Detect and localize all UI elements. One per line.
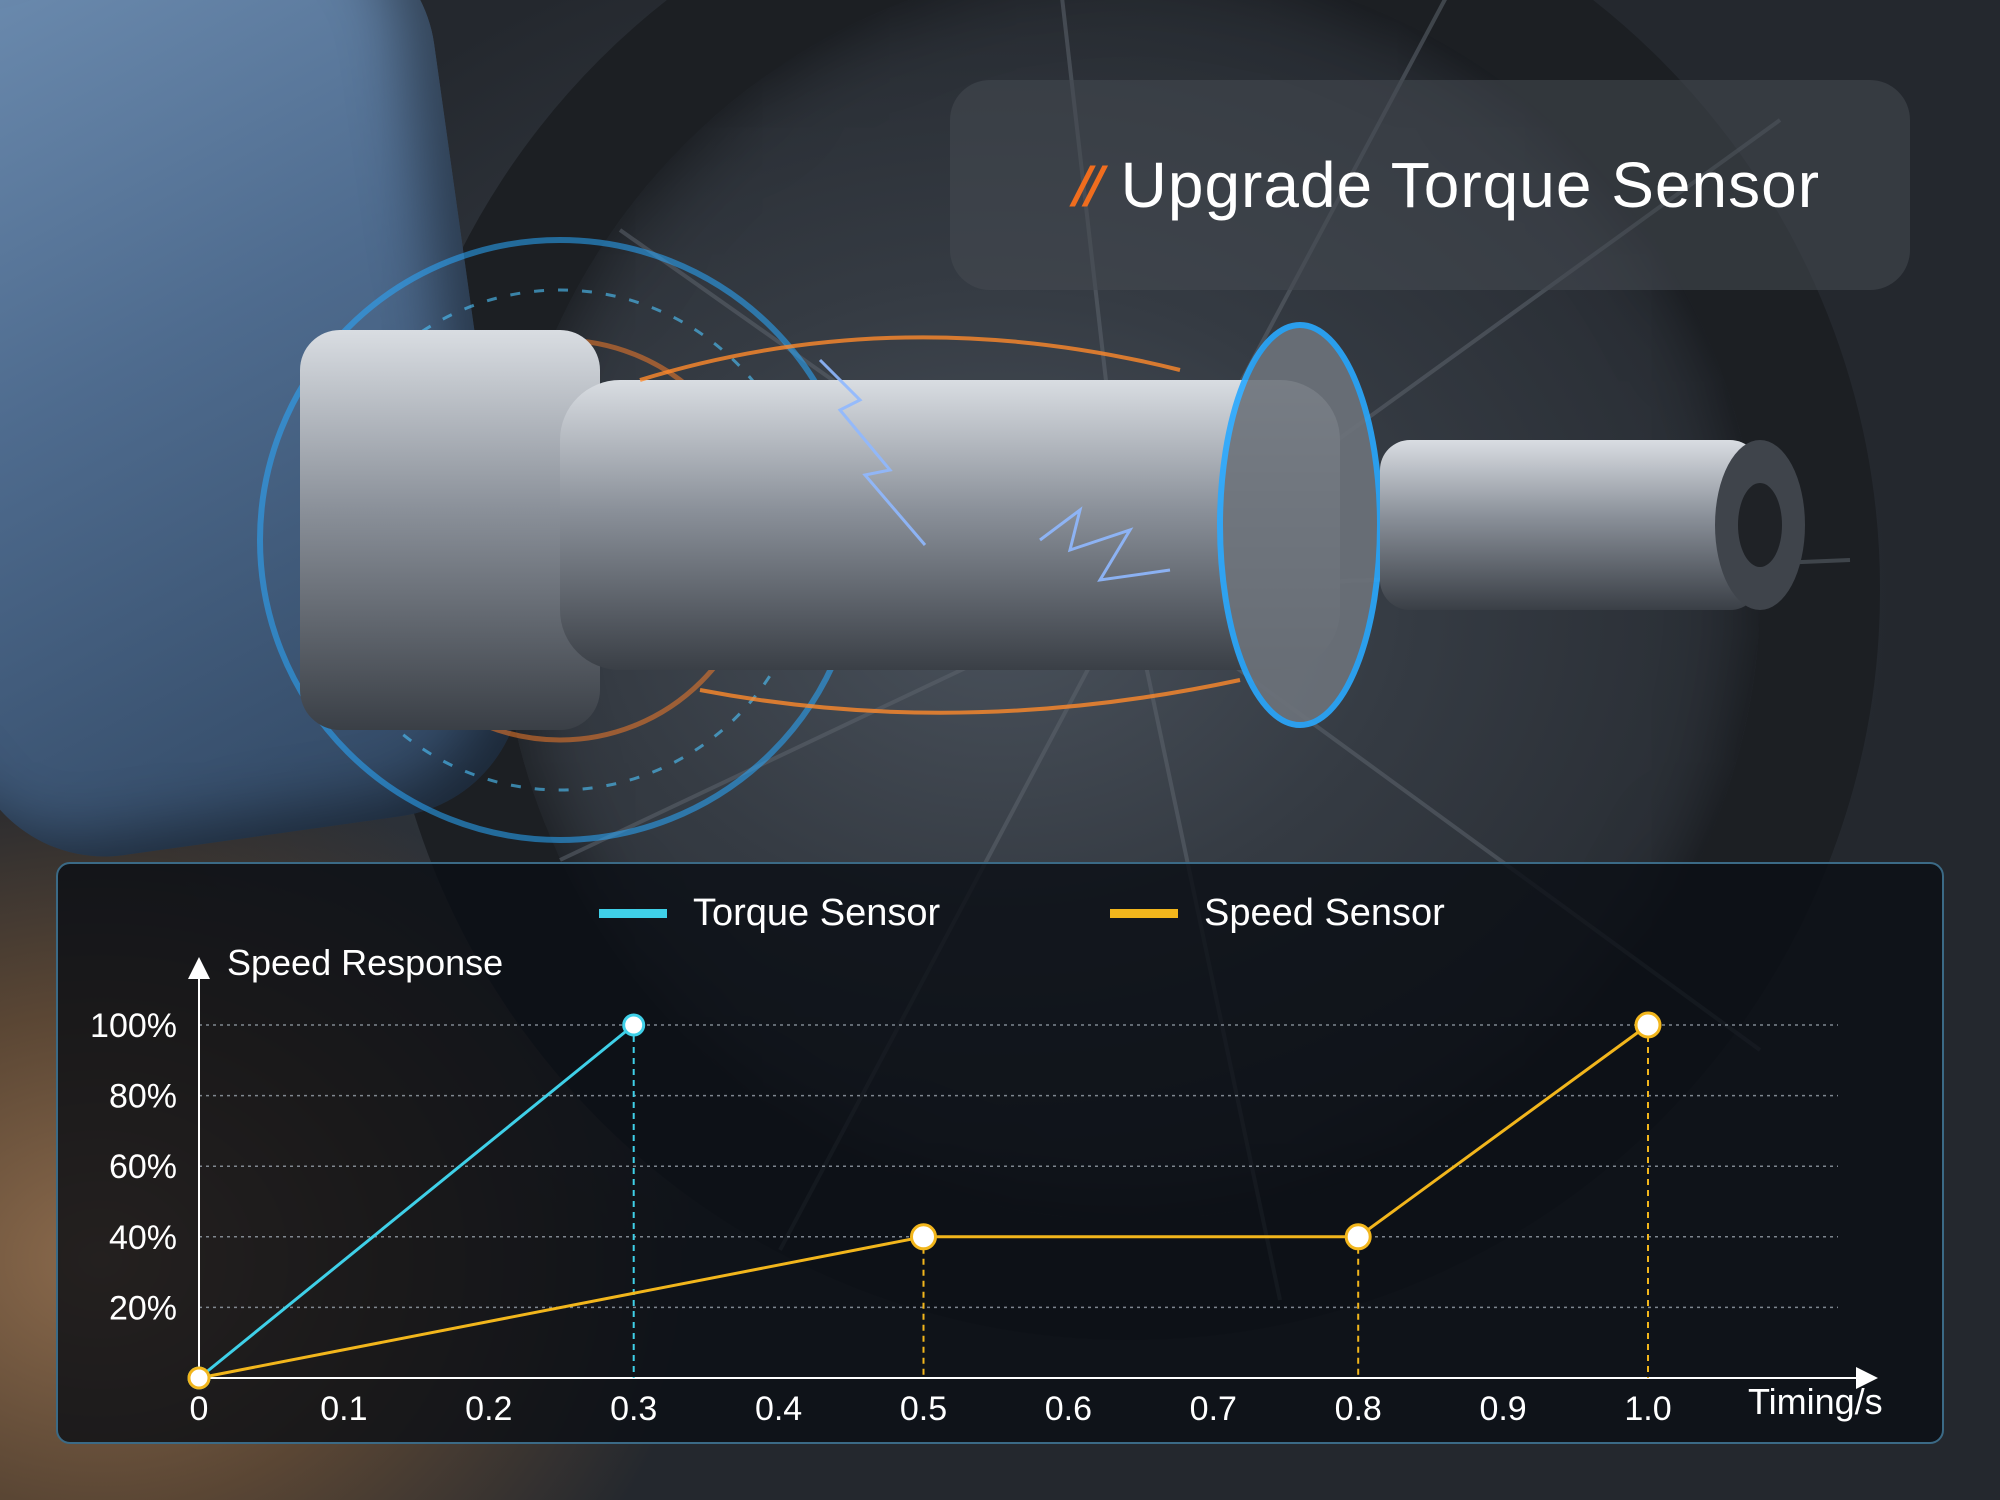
- legend-item-speed: Speed Sensor: [1110, 892, 1445, 935]
- legend-label-speed: Speed Sensor: [1204, 892, 1445, 934]
- x-tick-label: 0.8: [1335, 1390, 1382, 1428]
- x-tick-label: 0.5: [900, 1390, 947, 1428]
- y-axis-title: Speed Response: [227, 942, 503, 983]
- series-line-speed: [198, 1023, 1649, 1380]
- x-tick-label: 0.9: [1479, 1390, 1526, 1428]
- data-point-torque: [622, 1013, 646, 1037]
- x-axis-title: Timing/s: [1748, 1381, 1883, 1422]
- legend-label-torque: Torque Sensor: [693, 892, 941, 934]
- legend-item-torque: Torque Sensor: [599, 892, 940, 935]
- chart-panel: Torque Sensor Speed Sensor 20% 40% 60% 80% 1…: [56, 862, 1944, 1444]
- x-tick-label: 0.6: [1045, 1390, 1092, 1428]
- line-chart: 20% 40% 60% 80% 100% Speed Response Timing/s 0 0…: [90, 942, 1883, 1428]
- legend-swatch-torque: [599, 909, 667, 918]
- x-tick-label: 0.3: [610, 1390, 657, 1428]
- x-tick-label: 0.2: [465, 1390, 512, 1428]
- y-axis-arrow-icon: [188, 957, 210, 979]
- x-axis-arrow-icon: [1856, 1367, 1878, 1389]
- x-tick-label: 0: [190, 1390, 209, 1428]
- data-point-speed: [187, 1366, 211, 1390]
- y-tick-label: 60%: [109, 1148, 177, 1186]
- legend-swatch-speed: [1110, 909, 1178, 918]
- y-tick-label: 40%: [109, 1219, 177, 1257]
- y-tick-label: 100%: [90, 1007, 177, 1045]
- x-tick-label: 1.0: [1624, 1390, 1671, 1428]
- y-tick-label: 20%: [109, 1289, 177, 1327]
- page-title: Upgrade Torque Sensor: [1120, 149, 1820, 221]
- title-banner: // Upgrade Torque Sensor: [950, 80, 1910, 290]
- chart-legend: Torque Sensor Speed Sensor: [58, 864, 1942, 954]
- data-point-speed: [1344, 1223, 1372, 1251]
- x-tick-label: 0.1: [320, 1390, 367, 1428]
- y-tick-label: 80%: [109, 1078, 177, 1116]
- data-point-speed: [1634, 1011, 1662, 1039]
- series-line-torque: [198, 1023, 635, 1380]
- x-tick-label: 0.7: [1190, 1390, 1237, 1428]
- slash-accent-icon: //: [1074, 156, 1104, 214]
- x-tick-label: 0.4: [755, 1390, 802, 1428]
- data-point-speed: [910, 1223, 937, 1251]
